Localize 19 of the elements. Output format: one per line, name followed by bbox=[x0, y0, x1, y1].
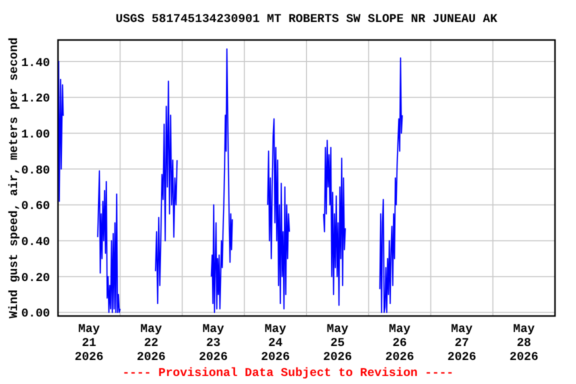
x-tick-label: May 28 2026 bbox=[510, 322, 538, 364]
x-tick-label: May 21 2026 bbox=[74, 322, 104, 364]
x-tick-label: May 27 2026 bbox=[447, 322, 476, 364]
text: ---- Provisional Data Subject to Revision ---- bbox=[121, 366, 455, 380]
chart-title: USGS 581745134230901 MT ROBERTS SW SLOPE NR JUNEAU AK bbox=[114, 12, 498, 26]
x-tick-label: May 26 2026 bbox=[385, 322, 414, 364]
y-tick-label: 1.00 bbox=[21, 127, 50, 142]
y-axis-title: Wind gust speed, air, meters per second bbox=[7, 38, 21, 318]
y-tick-label: 1.20 bbox=[21, 92, 50, 106]
x-tick-label: May 23 2026 bbox=[198, 322, 228, 364]
y-tick-label: 0.20 bbox=[21, 270, 50, 285]
y-tick-label: 0.60 bbox=[21, 199, 50, 214]
y-tick-label: 1.40 bbox=[21, 56, 50, 70]
x-tick-label: May 25 2026 bbox=[323, 322, 352, 364]
x-tick-label: May 22 2026 bbox=[136, 322, 166, 364]
y-tick-label: 0.40 bbox=[21, 234, 50, 249]
y-tick-label: 0.00 bbox=[21, 306, 50, 321]
y-tick-label: 0.80 bbox=[21, 163, 50, 178]
x-tick-label: May 24 2026 bbox=[261, 322, 290, 364]
